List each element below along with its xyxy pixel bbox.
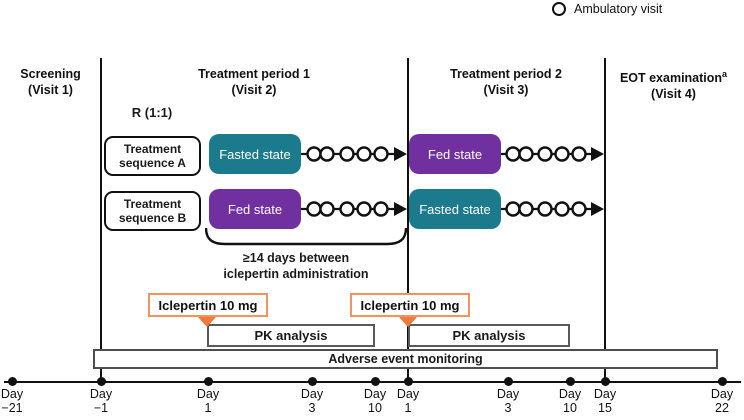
timeline-dot [371,377,380,386]
seq-label-line2: sequence A [119,156,186,170]
column-visit: (Visit 2) [231,83,277,97]
timeline-dot [601,377,610,386]
adverse-event-monitoring-box: Adverse event monitoring [93,349,718,369]
seq-b-period2-visit-line [500,201,604,217]
seq-label-line1: Treatment [123,142,182,156]
legend-label: Ambulatory visit [574,2,663,16]
legend: Ambulatory visit [552,2,662,16]
seq-a-period1-state-box: Fasted state [209,134,301,174]
pk-analysis-box-period1: PK analysis [207,324,375,347]
treatment-sequence-a-box: Treatment sequence A [104,136,201,176]
column-header-screening: Screening (Visit 1) [2,66,99,98]
column-visit: (Visit 1) [28,83,73,97]
timeline-label-day-22: Day 22 [710,387,734,415]
seq-label-line2: sequence B [118,211,187,225]
timeline-label-day-minus1: Day −1 [89,387,113,415]
column-header-treatment-period-1: Treatment period 1 (Visit 2) [101,66,407,98]
column-title: Screening [20,67,81,81]
iclepertin-dose-box-period1: Iclepertin 10 mg [148,293,268,317]
timeline-dot [8,377,17,386]
timeline-label-day-15: Day 15 [593,387,617,415]
column-title: Treatment period 1 [198,67,310,81]
timeline-dot [504,377,513,386]
iclepertin-dose-box-period2: Iclepertin 10 mg [350,293,470,317]
seq-a-period2-visit-line [500,146,604,162]
timeline-dot [204,377,213,386]
column-visit: (Visit 3) [483,83,529,97]
column-header-treatment-period-2: Treatment period 2 (Visit 3) [408,66,604,98]
timeline-dot [718,377,727,386]
washout-note-line2: iclepertin administration [223,267,369,281]
timeline-label-day-1-p2: Day 1 [396,387,420,415]
seq-a-period1-visit-line [301,146,407,162]
column-header-eot: EOT examinationa (Visit 4) [603,66,744,102]
seq-b-period1-state-box: Fed state [209,189,301,229]
timeline-label-day-10-p2: Day 10 [558,387,582,415]
pk-analysis-box-period2: PK analysis [408,324,570,347]
washout-brace [205,227,407,246]
footnote-marker: a [722,69,728,79]
seq-b-period2-state-box: Fasted state [409,189,501,229]
timeline-label-day-10-p1: Day 10 [363,387,387,415]
timeline-label-day-minus21: Day −21 [0,387,24,415]
timeline-dot [404,377,413,386]
dose-arrow-icon-period2 [399,317,417,327]
timeline-label-day-3-p1: Day 3 [300,387,324,415]
divider-screening-period1 [100,58,102,382]
seq-a-period2-state-box: Fed state [409,134,501,174]
dose-arrow-icon-period1 [198,317,216,327]
column-title: EOT examinationa [619,69,728,86]
washout-note: ≥14 days between iclepertin administrati… [190,250,402,282]
ambulatory-visit-icon [552,2,566,16]
randomization-label: R (1:1) [131,105,173,120]
seq-b-period1-visit-line [301,201,407,217]
column-visit: (Visit 4) [651,87,696,102]
seq-label-line1: Treatment [123,197,182,211]
timeline-dot [97,377,106,386]
timeline-dot [308,377,317,386]
washout-note-line1: ≥14 days between [242,251,350,265]
timeline-label-day-3-p2: Day 3 [496,387,520,415]
divider-period2-eot [604,58,606,382]
timeline-dot [566,377,575,386]
divider-period1-period2 [407,58,409,382]
column-title: Treatment period 2 [450,67,562,81]
timeline-label-day-1-p1: Day 1 [196,387,220,415]
treatment-sequence-b-box: Treatment sequence B [104,191,201,231]
